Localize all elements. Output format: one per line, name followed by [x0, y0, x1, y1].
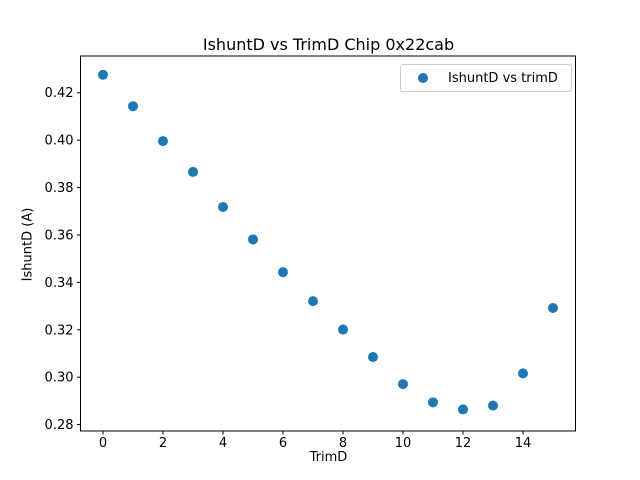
y-tick-label: 0.28 [45, 418, 74, 433]
x-axis-label: TrimD [309, 450, 348, 465]
data-point [488, 400, 498, 411]
data-point [368, 352, 378, 363]
data-point [548, 302, 558, 313]
data-point [518, 368, 528, 379]
x-tick-label: 14 [515, 436, 532, 451]
legend-label: IshuntD vs trimD [448, 70, 558, 86]
data-point [308, 296, 318, 307]
data-point [248, 234, 258, 245]
data-point [338, 324, 348, 335]
y-tick-label: 0.32 [45, 323, 74, 338]
legend: IshuntD vs trimD [400, 64, 572, 92]
axes-frame [80, 55, 576, 432]
data-point [398, 379, 408, 390]
data-point [158, 136, 168, 147]
y-tick-label: 0.40 [45, 134, 74, 149]
y-tick-label: 0.38 [45, 181, 74, 196]
x-tick-label: 6 [279, 436, 287, 451]
y-axis-label: IshuntD (A) [20, 207, 36, 282]
y-tick-label: 0.34 [45, 276, 74, 291]
x-tick-label: 2 [159, 436, 167, 451]
scatter-marker-icon [418, 73, 428, 83]
y-tick-label: 0.30 [45, 371, 74, 386]
y-tick-label: 0.42 [45, 86, 74, 101]
x-tick-label: 10 [395, 436, 412, 451]
y-tick-label: 0.36 [45, 228, 74, 243]
data-point [188, 166, 198, 177]
data-point [278, 267, 288, 278]
x-tick-label: 12 [455, 436, 472, 451]
data-point [458, 404, 468, 415]
data-point [428, 397, 438, 408]
x-tick-label: 0 [99, 436, 107, 451]
data-point [128, 101, 138, 112]
x-tick-label: 8 [339, 436, 347, 451]
x-tick-label: 4 [219, 436, 227, 451]
data-point [98, 69, 108, 80]
data-point [218, 201, 228, 212]
chart-title: IshuntD vs TrimD Chip 0x22cab [202, 35, 455, 54]
